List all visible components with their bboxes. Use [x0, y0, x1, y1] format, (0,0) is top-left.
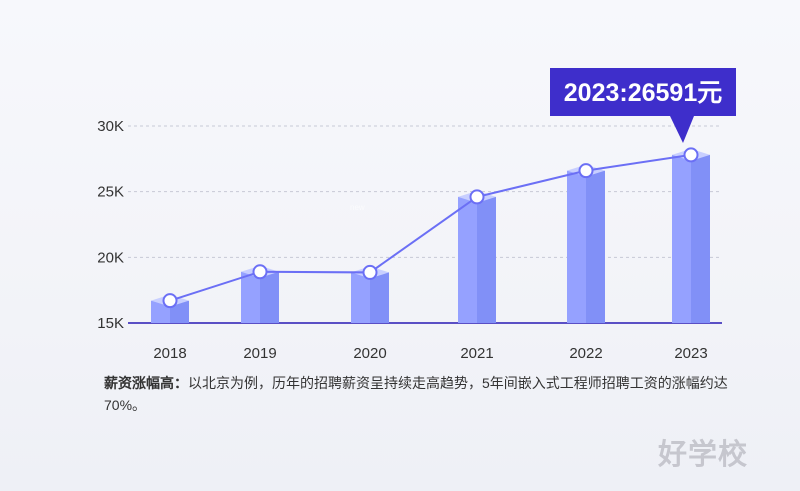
bar-front-2021	[458, 196, 477, 323]
x-tick-label-2023: 2023	[674, 345, 707, 362]
bar-side-2023	[691, 154, 710, 323]
y-tick-label-25k: 25K	[97, 184, 124, 201]
bar-side-2019	[260, 271, 279, 323]
y-tick-label-30k: 30K	[97, 118, 124, 135]
line-point-2020	[362, 264, 378, 280]
callout-pointer	[670, 116, 694, 143]
callout-box	[550, 68, 736, 116]
x-tick-label-2020: 2020	[353, 345, 386, 362]
y-tick-label-20k: 20K	[97, 249, 124, 266]
caption-text: 以北京为例，历年的招聘薪资呈持续走高趋势，5年间嵌入式工程师招聘工资的涨幅约达7…	[104, 375, 728, 413]
callout-label: 2023:26591元	[564, 79, 722, 107]
bar-side-2021	[477, 196, 496, 323]
bar-front-2023	[672, 154, 691, 323]
x-tick-label-2019: 2019	[243, 345, 276, 362]
bar-front-2019	[241, 271, 260, 323]
line-point-2023	[683, 147, 699, 163]
watermark-small-text: new	[350, 203, 365, 212]
caption-title: 薪资涨幅高：	[104, 375, 188, 391]
bar-front-2020	[351, 272, 370, 323]
bar-front-2022	[567, 170, 586, 323]
salary-bar-line-chart: 15K 20K 25K 30K 2018 2019 2020 2021 2022 2023 2023…	[97, 68, 736, 362]
chart-caption: 薪资涨幅高：以北京为例，历年的招聘薪资呈持续走高趋势，5年间嵌入式工程师招聘工资…	[104, 372, 744, 416]
chart-area: 15K 20K 25K 30K 2018 2019 2020 2021 2022 2023 2023…	[97, 68, 736, 362]
bar-side-2020	[370, 272, 389, 323]
watermark-logo-text: 好学校	[657, 439, 748, 471]
line-point-2018	[162, 293, 178, 309]
line-point-2019	[252, 264, 268, 280]
y-tick-label-15k: 15K	[97, 315, 124, 332]
salary-trend-line	[169, 153, 692, 302]
x-tick-label-2018: 2018	[153, 345, 186, 362]
x-tick-label-2022: 2022	[569, 345, 602, 362]
bar-side-2022	[586, 170, 605, 323]
line-point-2021	[469, 189, 485, 205]
x-tick-label-2021: 2021	[460, 345, 493, 362]
line-point-2022	[578, 163, 594, 179]
